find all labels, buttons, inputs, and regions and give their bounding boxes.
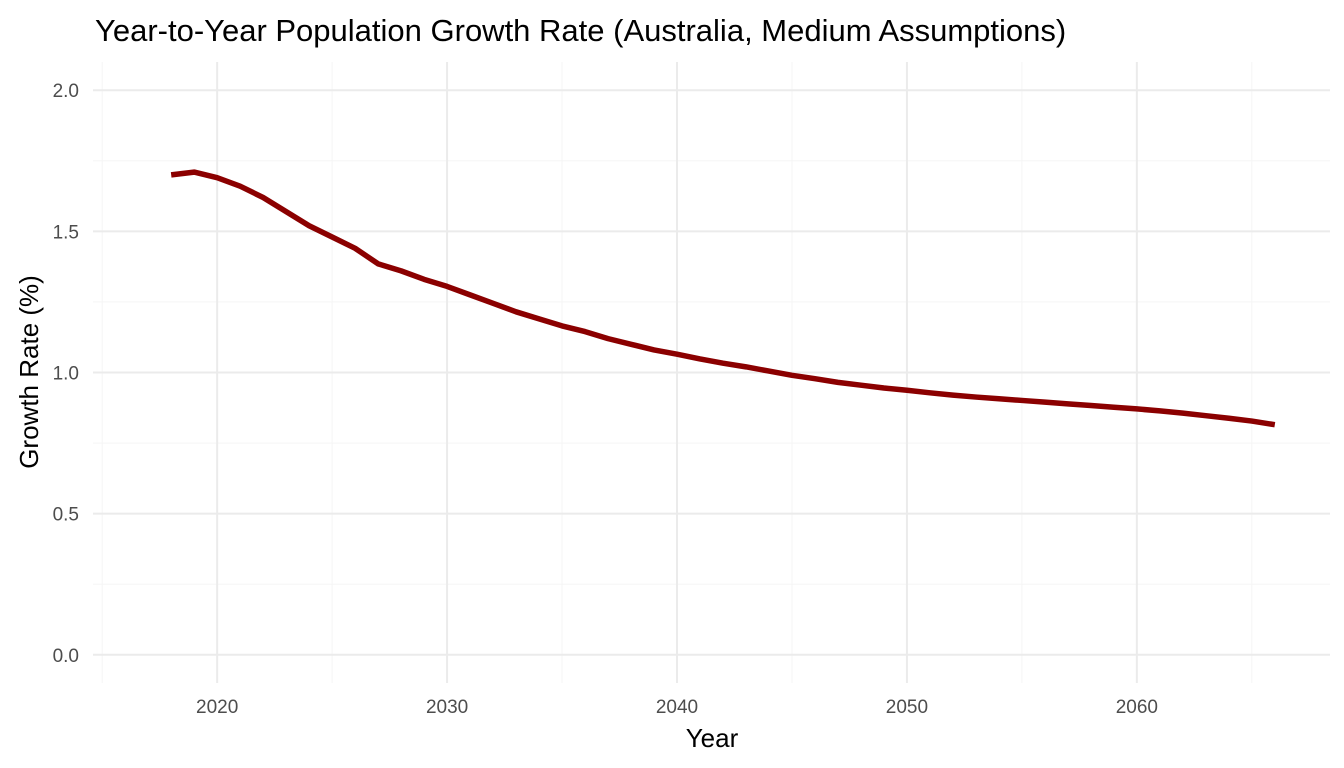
tick-labels: 2020 2030 2040 2050 2060 0.0 0.5 1.0 1.5 2.0 <box>53 81 1158 718</box>
x-tick-label: 2030 <box>426 697 468 718</box>
y-axis-title: Growth Rate (%) <box>14 275 44 469</box>
series-lines <box>170 169 1276 428</box>
x-tick-label: 2060 <box>1116 697 1158 718</box>
chart-title: Year-to-Year Population Growth Rate (Aus… <box>95 13 1066 48</box>
x-tick-label: 2050 <box>886 697 928 718</box>
grid-lines <box>93 62 1330 683</box>
x-tick-label: 2040 <box>656 697 698 718</box>
x-tick-label: 2020 <box>196 697 238 718</box>
y-tick-label: 1.0 <box>53 364 79 385</box>
growth-rate-series-line <box>170 169 1276 428</box>
y-tick-label: 0.0 <box>53 646 79 667</box>
y-tick-label: 2.0 <box>53 81 79 102</box>
y-tick-label: 1.5 <box>53 222 79 243</box>
x-axis-title: Year <box>686 723 739 753</box>
y-tick-label: 0.5 <box>53 505 79 526</box>
